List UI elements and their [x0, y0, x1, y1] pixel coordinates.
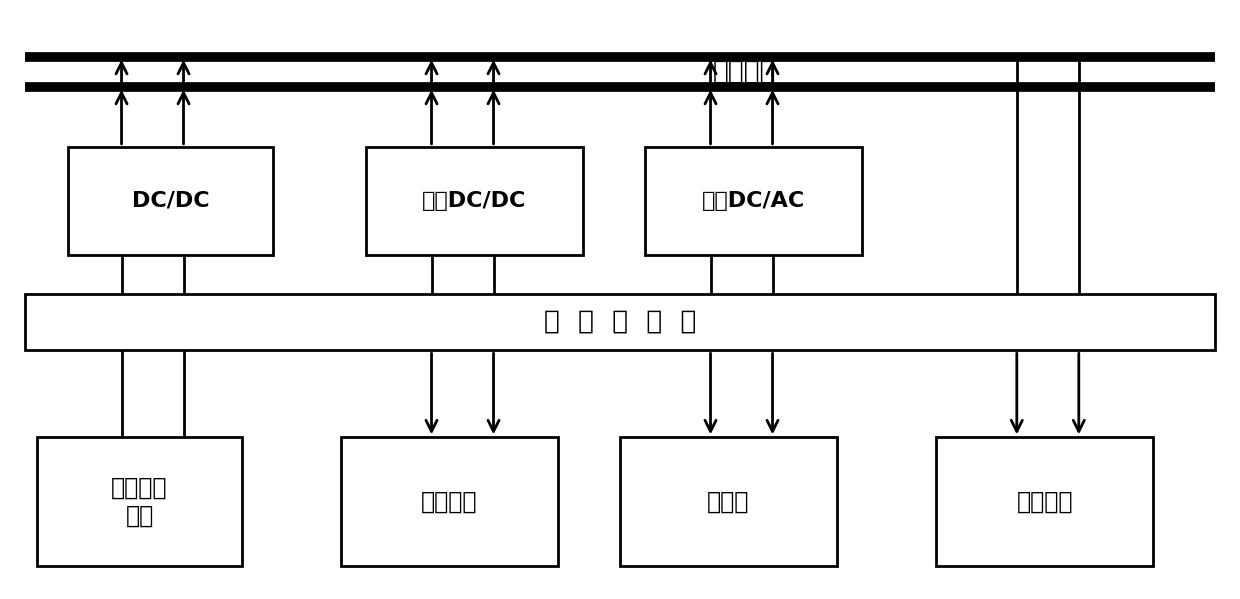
Text: DC/DC: DC/DC [131, 190, 210, 211]
Text: 储能系统: 储能系统 [422, 489, 477, 514]
Bar [936, 437, 1153, 566]
Text: 双向DC/DC: 双向DC/DC [422, 190, 527, 211]
Text: 双向DC/AC: 双向DC/AC [702, 190, 805, 211]
Text: 充电负荷: 充电负荷 [1017, 489, 1073, 514]
Text: 大电网: 大电网 [707, 489, 750, 514]
Bar [341, 437, 558, 566]
Bar [25, 294, 1215, 350]
Bar [620, 437, 837, 566]
Text: 微  网  控  制  器: 微 网 控 制 器 [544, 309, 696, 335]
Bar [366, 147, 583, 255]
Bar [37, 437, 242, 566]
Bar [645, 147, 862, 255]
Bar [68, 147, 273, 255]
Text: 直流母线: 直流母线 [712, 59, 776, 85]
Text: 光伏发电
系统: 光伏发电 系统 [112, 476, 167, 528]
